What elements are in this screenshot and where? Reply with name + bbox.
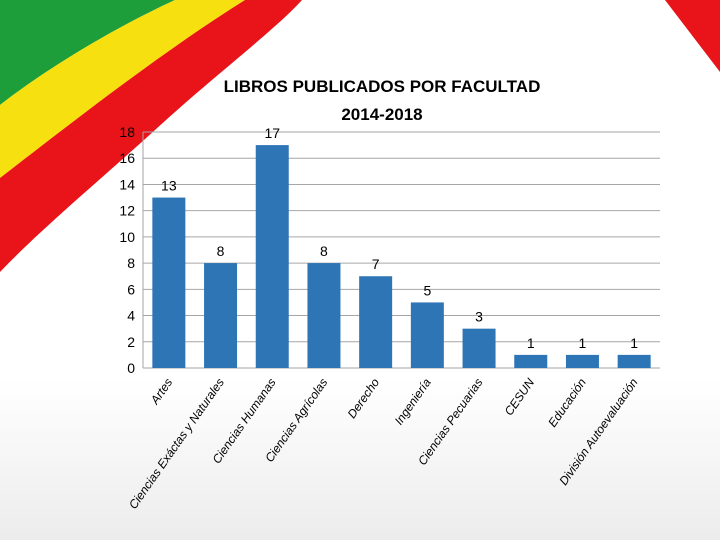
bar [410, 302, 444, 368]
bar [514, 354, 548, 368]
red-corner-decoration [665, 0, 720, 72]
chart-title: LIBROS PUBLICADOS POR FACULTAD [223, 77, 541, 96]
bar [307, 263, 341, 368]
x-tick-label: Ciencias Exáctas y Naturales [126, 376, 227, 512]
data-label: 17 [264, 125, 280, 141]
data-label: 3 [475, 309, 483, 325]
x-tick-label: Derecho [345, 375, 383, 420]
bar [617, 354, 651, 368]
y-tick-label: 0 [127, 360, 135, 376]
y-tick-label: 8 [127, 255, 135, 271]
data-labels: 13 8 17 8 7 5 3 1 1 1 [161, 125, 638, 351]
y-tick-label: 16 [119, 150, 135, 166]
data-label: 7 [372, 256, 380, 272]
bar [462, 328, 496, 368]
x-tick-label: Educación [545, 375, 589, 429]
bar [255, 145, 289, 368]
data-label: 1 [527, 335, 535, 351]
y-tick-label: 10 [119, 229, 135, 245]
bar-chart: 0 2 4 6 8 10 12 14 16 18 13 8 17 8 7 5 3 1 1 1 ArtesCienci… [119, 124, 660, 512]
y-tick-label: 2 [127, 334, 135, 350]
flag-stripe-yellow [0, 0, 245, 178]
y-tick-label: 4 [127, 308, 135, 324]
bar [565, 354, 599, 368]
x-tick-label: Ingeniería [392, 375, 434, 427]
y-tick-label: 6 [127, 281, 135, 297]
flag-stripe-red [0, 0, 302, 272]
chart-subtitle: 2014-2018 [341, 105, 423, 124]
data-label: 13 [161, 178, 177, 194]
flag-ribbon-decoration [0, 0, 302, 272]
y-tick-label: 18 [119, 124, 135, 140]
y-tick-label: 14 [119, 176, 135, 192]
data-label: 8 [217, 243, 225, 259]
data-label: 8 [320, 243, 328, 259]
y-tick-label: 12 [119, 203, 135, 219]
data-label: 1 [579, 335, 587, 351]
data-label: 5 [423, 282, 431, 298]
flag-stripe-green [0, 0, 175, 105]
x-tick-label: Artes [147, 376, 175, 408]
bar [152, 197, 186, 368]
data-label: 1 [630, 335, 638, 351]
y-axis-ticks: 0 2 4 6 8 10 12 14 16 18 [119, 124, 135, 376]
bar [359, 276, 393, 368]
bar [204, 263, 238, 368]
x-tick-label: CESUN [502, 375, 538, 418]
bars [152, 145, 651, 368]
